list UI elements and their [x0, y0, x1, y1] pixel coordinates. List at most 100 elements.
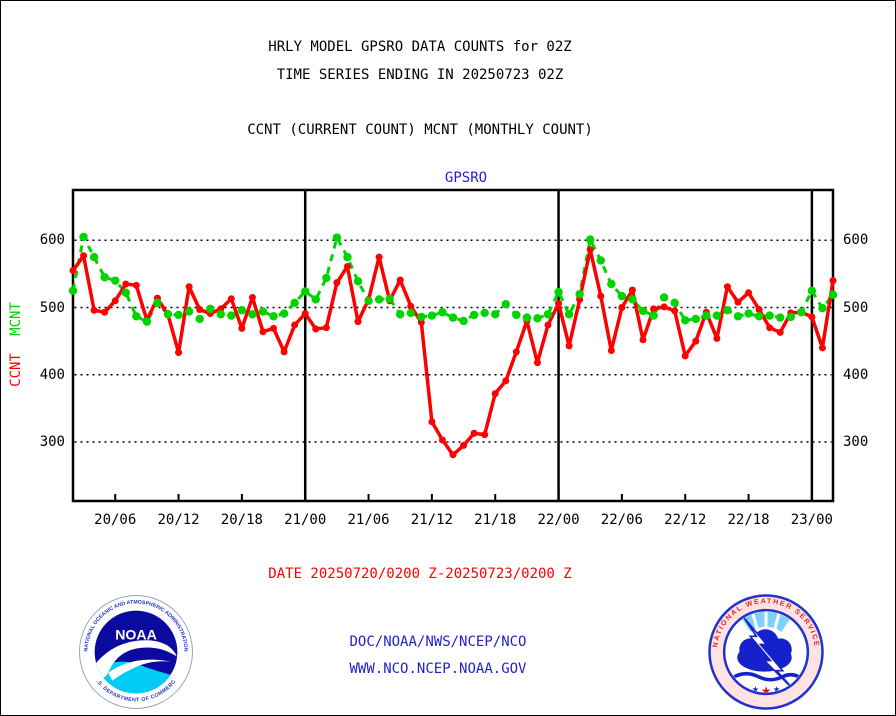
- mcnt-point: [828, 290, 838, 299]
- mcnt-point: [132, 312, 141, 321]
- ccnt-point: [407, 302, 415, 310]
- page-title: HRLY MODEL GPSRO DATA COUNTS for 02Z: [268, 39, 572, 55]
- date-range-text: DATE 20250720/0200 Z-20250723/0200 Z: [268, 566, 572, 582]
- mcnt-point: [174, 310, 183, 320]
- x-tick-label: 20/12: [157, 512, 200, 528]
- mcnt-point: [712, 311, 722, 320]
- nws-logo: ★ ★ ★ ★ ★ NATIONAL WEATHER SERVICE: [708, 594, 824, 710]
- ccnt-point: [650, 305, 658, 313]
- ccnt-point: [755, 306, 763, 314]
- x-tick-label: 22/00: [537, 512, 580, 528]
- ccnt-point: [90, 306, 98, 314]
- mcnt-point: [491, 310, 500, 319]
- ccnt-point: [586, 246, 594, 254]
- mcnt-point: [554, 287, 563, 297]
- ccnt-line: [71, 247, 835, 457]
- mcnt-point: [617, 291, 627, 301]
- y-tick-label-right: 300: [843, 433, 869, 450]
- ccnt-point: [491, 390, 499, 398]
- org-text: DOC/NOAA/NWS/NCEP/NCO: [349, 634, 527, 650]
- ccnt-point: [597, 292, 605, 300]
- noaa-wordmark: NOAA: [115, 626, 157, 642]
- mcnt-point: [586, 235, 595, 244]
- ccnt-point: [122, 280, 130, 288]
- mcnt-point: [142, 317, 152, 326]
- ccnt-point: [481, 431, 489, 439]
- mcnt-point: [258, 307, 268, 316]
- mcnt-point: [237, 306, 247, 315]
- mcnt-point: [723, 306, 732, 315]
- ccnt-point: [101, 308, 109, 316]
- mcnt-point: [691, 314, 700, 324]
- legend-description: CCNT (CURRENT COUNT) MCNT (MONTHLY COUNT…: [247, 122, 593, 138]
- mcnt-point: [396, 310, 405, 319]
- ccnt-point: [312, 325, 320, 333]
- ccnt-point: [766, 324, 774, 332]
- ccnt-point: [270, 324, 278, 332]
- ccnt-point: [322, 324, 330, 332]
- mcnt-point: [353, 277, 363, 286]
- ccnt-point: [745, 289, 753, 297]
- mcnt-point: [248, 310, 257, 319]
- mcnt-point: [216, 310, 225, 319]
- noaa-bird-shape: [94, 640, 177, 678]
- mcnt-point: [332, 233, 342, 242]
- mcnt-point: [797, 308, 806, 317]
- ccnt-point: [502, 377, 510, 385]
- mcnt-point: [68, 286, 78, 295]
- mcnt-point: [163, 310, 173, 319]
- y-tick-label-right: 500: [843, 299, 869, 316]
- ccnt-point: [618, 304, 626, 312]
- mcnt-point: [374, 295, 384, 304]
- mcnt-point: [649, 311, 658, 320]
- mcnt-point: [564, 310, 574, 319]
- mcnt-point: [670, 298, 679, 308]
- ccnt-point: [607, 347, 615, 355]
- mcnt-point: [206, 304, 215, 314]
- ccnt-point: [470, 429, 478, 437]
- ccnt-point: [396, 276, 404, 284]
- mcnt-point: [469, 310, 479, 320]
- ccnt-point: [69, 267, 77, 275]
- mcnt-point: [227, 311, 236, 320]
- mcnt-point: [89, 252, 99, 262]
- mcnt-point: [776, 313, 785, 322]
- ccnt-point: [280, 348, 288, 356]
- nws-ray-gaps: [738, 611, 794, 636]
- ccnt-point: [671, 307, 679, 315]
- x-tick-label: 22/18: [727, 512, 770, 528]
- ccnt-point: [343, 263, 351, 271]
- mcnt-point: [702, 311, 711, 320]
- mcnt-point: [417, 312, 426, 322]
- mcnt-point: [111, 276, 120, 285]
- mcnt-point: [786, 312, 795, 322]
- ccnt-point: [333, 279, 341, 287]
- x-tick-label: 22/06: [600, 512, 643, 528]
- noaa-bird-wing: [108, 659, 171, 681]
- ccnt-point: [628, 286, 636, 294]
- ccnt-point: [196, 306, 204, 314]
- mcnt-point: [290, 298, 299, 308]
- y-tick-label-left: 400: [39, 366, 65, 383]
- x-tick-label: 21/18: [474, 512, 517, 528]
- y-tick-label-left: 500: [39, 299, 65, 316]
- ccnt-point: [80, 252, 88, 260]
- ccnt-point: [227, 295, 235, 303]
- y-tick-label-left: 600: [39, 232, 65, 249]
- mcnt-point: [501, 299, 510, 309]
- mcnt-point: [79, 232, 88, 242]
- ccnt-point: [713, 334, 721, 342]
- mcnt-point: [733, 312, 743, 321]
- ccnt-point: [238, 324, 246, 332]
- ccnt-point: [449, 451, 457, 459]
- ccnt-point: [639, 336, 647, 344]
- mcnt-point: [818, 304, 827, 313]
- ccnt-point: [291, 321, 299, 329]
- x-tick-label: 20/06: [94, 512, 137, 528]
- y-tick-label-right: 400: [843, 366, 869, 383]
- mcnt-point: [522, 313, 532, 322]
- mcnt-point: [512, 310, 521, 320]
- mcnt-point: [596, 256, 605, 265]
- ccnt-point: [301, 310, 309, 318]
